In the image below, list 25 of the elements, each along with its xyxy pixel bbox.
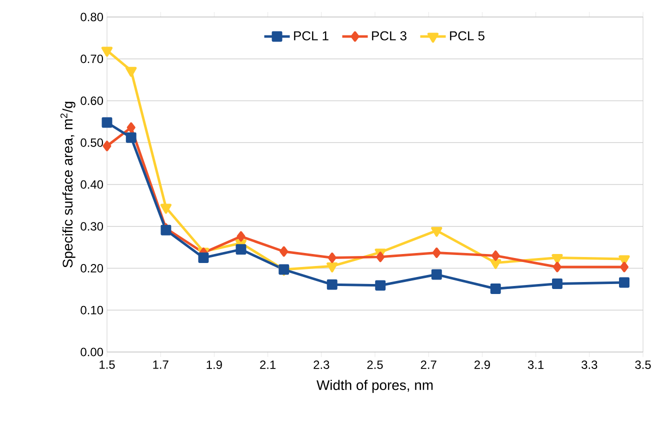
x-tick-label: 2.3: [314, 360, 330, 369]
x-tick-label: 1.7: [153, 360, 168, 369]
x-tick-label: 2.1: [260, 360, 276, 369]
x-tick-label: 2.5: [367, 360, 383, 369]
x-tick-label: 3.5: [635, 360, 651, 369]
y-tick-label: 0.10: [80, 306, 104, 314]
legend-label: PCL 3: [372, 31, 406, 40]
x-tick-label: 3.3: [582, 360, 598, 369]
y-tick-label: 0.40: [80, 180, 104, 189]
y-tick-label: 0.00: [80, 348, 104, 356]
y-axis-title: Specific surface area, m$^{2}$/g: [60, 102, 76, 268]
y-tick-label: 0.60: [80, 96, 104, 105]
x-tick-label: 2.7: [420, 360, 436, 369]
y-tick-label: 0.30: [80, 222, 104, 231]
x-tick-label: 1.9: [206, 360, 222, 369]
y-tick-label: 0.70: [80, 54, 104, 64]
y-tick-label: 0.50: [80, 138, 104, 147]
y-tick-label: 0.20: [80, 264, 104, 272]
y-tick-label: 0.80: [80, 12, 104, 22]
legend-label: PCL 5: [450, 31, 484, 40]
x-tick-label: 2.9: [474, 360, 490, 369]
x-tick-label: 3.1: [528, 360, 544, 369]
legend-label: PCL 1: [294, 31, 328, 40]
x-axis-title: Width of pores, nm: [316, 380, 433, 393]
x-tick-label: 1.5: [100, 360, 115, 369]
